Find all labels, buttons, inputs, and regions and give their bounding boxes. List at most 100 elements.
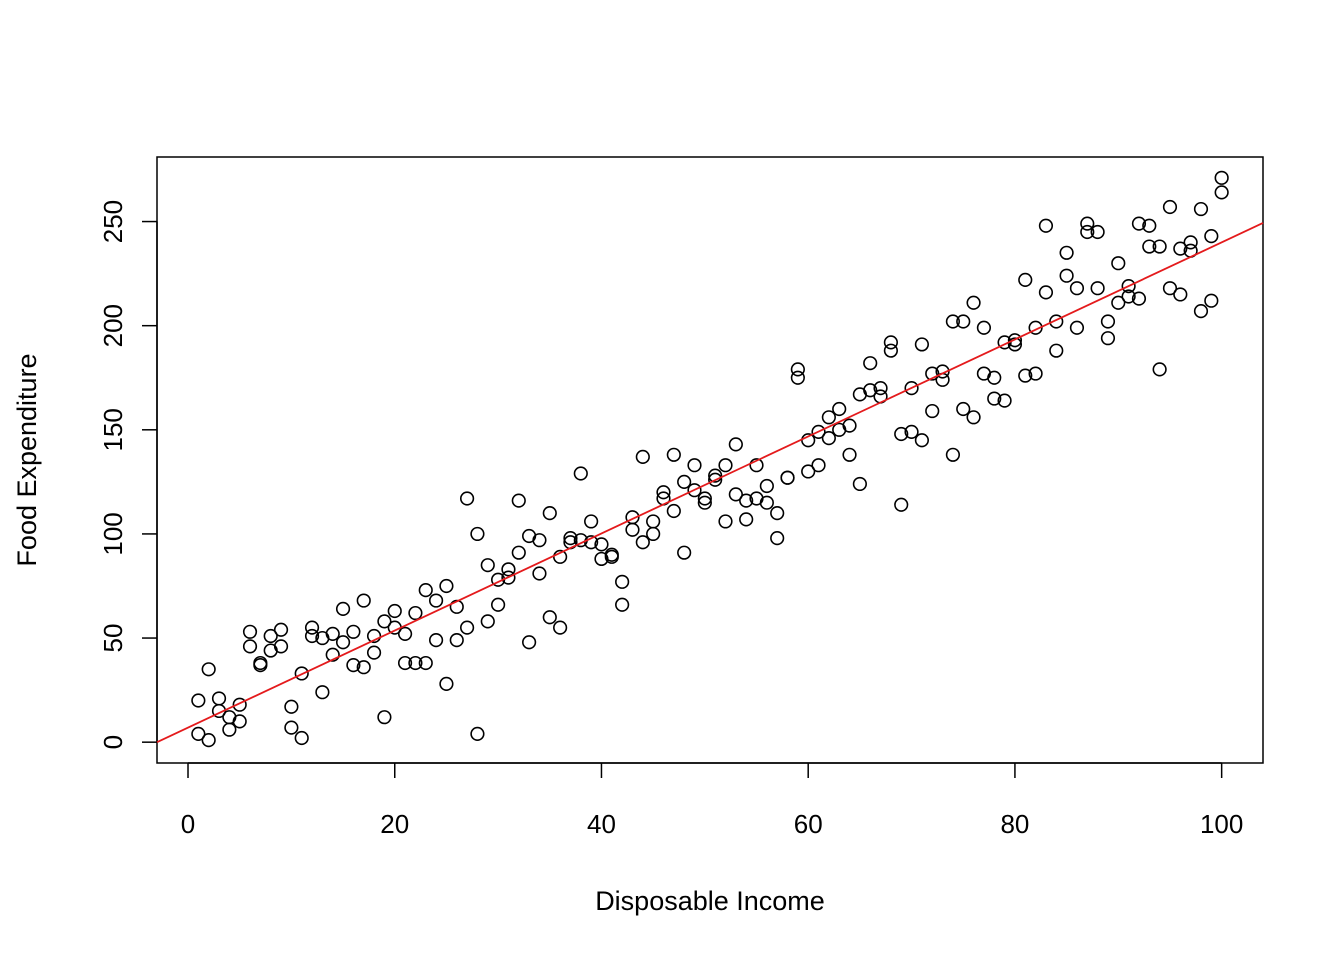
data-point — [821, 410, 836, 425]
plot-frame — [156, 156, 1264, 764]
data-point — [1111, 295, 1126, 310]
data-point — [491, 597, 506, 612]
data-point — [242, 639, 258, 654]
data-point — [1080, 216, 1095, 231]
data-point — [315, 685, 330, 700]
data-point — [284, 720, 299, 735]
data-point — [294, 666, 309, 681]
data-point — [904, 381, 919, 396]
data-point — [1100, 314, 1116, 329]
data-point — [408, 655, 423, 671]
data-point — [377, 710, 392, 725]
y-tick-label: 0 — [98, 735, 128, 749]
data-point — [191, 693, 206, 708]
data-point — [377, 614, 392, 629]
y-axis-title: Food Expenditure — [12, 353, 42, 566]
data-point — [739, 493, 754, 508]
data-point — [894, 497, 909, 512]
data-point — [945, 314, 961, 329]
data-point — [883, 343, 898, 358]
data-point — [480, 614, 495, 629]
data-point — [1100, 331, 1116, 346]
data-point — [1090, 281, 1105, 296]
data-point — [304, 620, 320, 635]
data-point — [428, 633, 444, 648]
y-tick-label: 250 — [98, 200, 128, 243]
y-tick-label: 50 — [98, 624, 128, 653]
data-point — [273, 622, 289, 637]
data-point — [222, 722, 237, 737]
data-point — [449, 633, 464, 648]
data-point — [325, 626, 340, 641]
data-point — [728, 437, 743, 452]
data-point — [811, 424, 826, 439]
data-point — [635, 535, 650, 550]
data-point — [697, 491, 712, 506]
data-point — [1038, 285, 1054, 300]
data-point — [1214, 185, 1229, 200]
data-point — [914, 433, 929, 448]
data-point — [428, 593, 444, 608]
data-point — [863, 383, 878, 398]
data-point — [790, 370, 805, 385]
data-point — [1121, 289, 1136, 304]
data-point — [387, 603, 402, 619]
data-point — [366, 645, 382, 660]
data-point — [1152, 362, 1167, 377]
data-point — [687, 483, 702, 498]
data-point — [1142, 239, 1157, 254]
data-point — [1069, 320, 1085, 335]
regression-line — [156, 222, 1264, 743]
data-point — [666, 503, 681, 519]
data-point — [646, 526, 661, 542]
data-point — [739, 512, 754, 527]
data-point — [346, 624, 361, 639]
data-point — [335, 601, 351, 616]
data-point — [325, 647, 340, 662]
data-point — [253, 658, 268, 673]
data-point — [573, 466, 588, 481]
data-point — [615, 597, 630, 612]
data-point — [532, 566, 547, 581]
data-point — [1090, 224, 1105, 240]
data-point — [470, 726, 485, 741]
data-point — [439, 578, 454, 594]
data-point — [1018, 272, 1033, 287]
data-point — [1049, 343, 1064, 358]
data-point — [532, 533, 547, 548]
data-point — [397, 655, 413, 671]
data-point — [966, 295, 981, 310]
data-point — [1038, 218, 1054, 233]
data-point — [480, 558, 495, 573]
data-point — [201, 732, 216, 748]
data-point — [656, 485, 671, 500]
data-point — [1162, 281, 1178, 296]
x-tick-label: 100 — [1200, 809, 1243, 839]
data-point — [346, 658, 361, 673]
data-point — [211, 691, 227, 706]
data-point — [1018, 368, 1033, 383]
data-point — [201, 662, 216, 677]
y-tick-label: 100 — [98, 512, 128, 555]
data-point — [294, 730, 309, 746]
data-point — [304, 628, 320, 644]
data-point — [542, 506, 557, 521]
data-point — [728, 487, 743, 502]
data-point — [832, 401, 847, 417]
data-point — [335, 635, 351, 650]
data-point — [852, 476, 867, 492]
data-point — [1173, 241, 1188, 256]
data-point — [811, 458, 826, 473]
data-point — [770, 506, 785, 521]
data-point — [625, 522, 640, 537]
data-point — [1049, 314, 1064, 329]
data-point — [273, 639, 289, 654]
data-point — [1214, 170, 1229, 185]
data-point — [925, 403, 940, 419]
data-point — [646, 514, 661, 529]
data-point — [1204, 229, 1219, 244]
data-point — [459, 491, 475, 506]
data-point — [522, 635, 537, 650]
data-point — [873, 381, 888, 396]
